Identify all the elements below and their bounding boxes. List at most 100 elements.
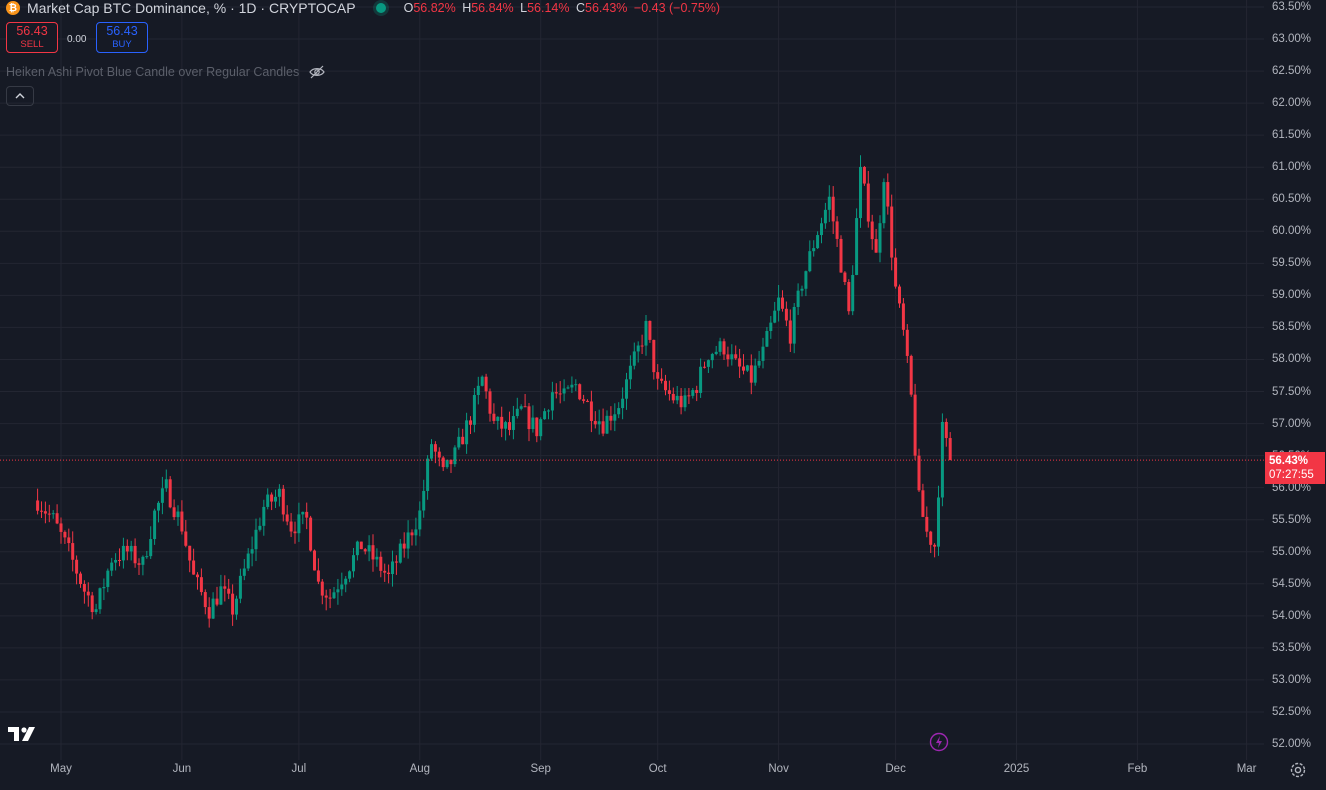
candle[interactable] bbox=[430, 439, 433, 462]
candle[interactable] bbox=[823, 202, 827, 229]
candle[interactable] bbox=[695, 385, 699, 402]
candle[interactable] bbox=[262, 499, 266, 536]
candle[interactable] bbox=[472, 387, 476, 433]
candle[interactable] bbox=[765, 327, 769, 348]
candle[interactable] bbox=[898, 284, 901, 308]
candle[interactable] bbox=[277, 484, 281, 507]
candle[interactable] bbox=[539, 417, 543, 441]
candle[interactable] bbox=[691, 387, 695, 399]
candle[interactable] bbox=[933, 543, 937, 558]
candle[interactable] bbox=[894, 248, 898, 289]
candle[interactable] bbox=[379, 551, 383, 578]
candle[interactable] bbox=[948, 432, 952, 461]
candle[interactable] bbox=[184, 520, 188, 548]
candle[interactable] bbox=[816, 231, 820, 250]
candle[interactable] bbox=[874, 228, 878, 253]
candle[interactable] bbox=[118, 548, 121, 567]
candle[interactable] bbox=[527, 402, 531, 442]
candle[interactable] bbox=[367, 535, 371, 562]
candle[interactable] bbox=[47, 504, 51, 523]
candle[interactable] bbox=[227, 578, 231, 600]
candle[interactable] bbox=[882, 178, 886, 229]
candle[interactable] bbox=[90, 591, 94, 620]
candle[interactable] bbox=[925, 506, 929, 538]
candle[interactable] bbox=[153, 508, 157, 545]
candle[interactable] bbox=[59, 517, 63, 544]
candle[interactable] bbox=[281, 484, 285, 522]
candle[interactable] bbox=[656, 364, 660, 390]
candle[interactable] bbox=[352, 548, 355, 578]
candle[interactable] bbox=[207, 597, 211, 628]
candle[interactable] bbox=[324, 589, 328, 611]
buy-button[interactable]: 56.43 BUY bbox=[96, 22, 148, 53]
candle[interactable] bbox=[937, 485, 940, 556]
candle[interactable] bbox=[461, 428, 465, 445]
time-axis[interactable]: May Jun Jul Aug Sep Oct Nov Dec 2025 Feb Mar bbox=[0, 760, 1264, 790]
candle[interactable] bbox=[254, 518, 258, 561]
candle[interactable] bbox=[176, 505, 180, 526]
candle[interactable] bbox=[796, 283, 800, 315]
candle[interactable] bbox=[781, 290, 784, 312]
gear-icon[interactable] bbox=[1288, 760, 1308, 780]
tradingview-logo[interactable] bbox=[8, 725, 40, 743]
candle[interactable] bbox=[757, 350, 761, 368]
candle[interactable] bbox=[508, 411, 511, 436]
candle[interactable] bbox=[855, 208, 859, 276]
candle[interactable] bbox=[632, 342, 636, 370]
candle[interactable] bbox=[394, 555, 398, 575]
candle[interactable] bbox=[488, 388, 492, 422]
candle[interactable] bbox=[129, 540, 133, 561]
candle[interactable] bbox=[886, 173, 890, 215]
candle[interactable] bbox=[71, 531, 75, 572]
candle[interactable] bbox=[145, 550, 149, 559]
candle[interactable] bbox=[660, 368, 664, 384]
candle[interactable] bbox=[929, 530, 933, 553]
candle[interactable] bbox=[808, 240, 812, 273]
candle[interactable] bbox=[543, 408, 547, 420]
candle[interactable] bbox=[223, 575, 227, 602]
candle[interactable] bbox=[242, 559, 246, 581]
candle[interactable] bbox=[63, 530, 67, 544]
candle[interactable] bbox=[433, 441, 437, 464]
candle[interactable] bbox=[355, 540, 359, 561]
collapse-legend-button[interactable] bbox=[6, 86, 34, 106]
candle[interactable] bbox=[484, 373, 488, 399]
candle[interactable] bbox=[621, 387, 625, 420]
candle[interactable] bbox=[667, 380, 671, 401]
candle[interactable] bbox=[519, 404, 523, 411]
candle[interactable] bbox=[219, 574, 223, 606]
candle[interactable] bbox=[199, 568, 203, 596]
candle[interactable] bbox=[597, 409, 601, 435]
candle[interactable] bbox=[231, 584, 235, 626]
candle[interactable] bbox=[870, 214, 874, 250]
candle[interactable] bbox=[320, 579, 324, 605]
candle[interactable] bbox=[305, 502, 309, 530]
candle[interactable] bbox=[398, 539, 402, 564]
candle[interactable] bbox=[274, 489, 277, 509]
candle[interactable] bbox=[589, 390, 593, 433]
candle[interactable] bbox=[745, 364, 749, 372]
lightning-icon[interactable] bbox=[929, 732, 949, 752]
candle[interactable] bbox=[640, 334, 644, 355]
candle[interactable] bbox=[149, 526, 153, 559]
candle[interactable] bbox=[114, 553, 118, 571]
candle[interactable] bbox=[344, 576, 348, 593]
candle[interactable] bbox=[168, 476, 172, 509]
candle[interactable] bbox=[313, 549, 316, 571]
candle[interactable] bbox=[383, 563, 387, 582]
candle[interactable] bbox=[730, 344, 734, 366]
candle[interactable] bbox=[500, 406, 504, 438]
candle[interactable] bbox=[496, 416, 500, 430]
candle[interactable] bbox=[67, 528, 71, 552]
candle[interactable] bbox=[414, 517, 418, 546]
candle[interactable] bbox=[449, 459, 453, 474]
candle[interactable] bbox=[511, 405, 515, 440]
candle[interactable] bbox=[738, 348, 742, 378]
candle[interactable] bbox=[238, 568, 242, 604]
candle[interactable] bbox=[51, 510, 55, 519]
candle[interactable] bbox=[644, 314, 648, 356]
candle[interactable] bbox=[547, 409, 550, 420]
candle[interactable] bbox=[675, 386, 679, 405]
candle[interactable] bbox=[40, 501, 43, 519]
candle[interactable] bbox=[843, 271, 847, 286]
